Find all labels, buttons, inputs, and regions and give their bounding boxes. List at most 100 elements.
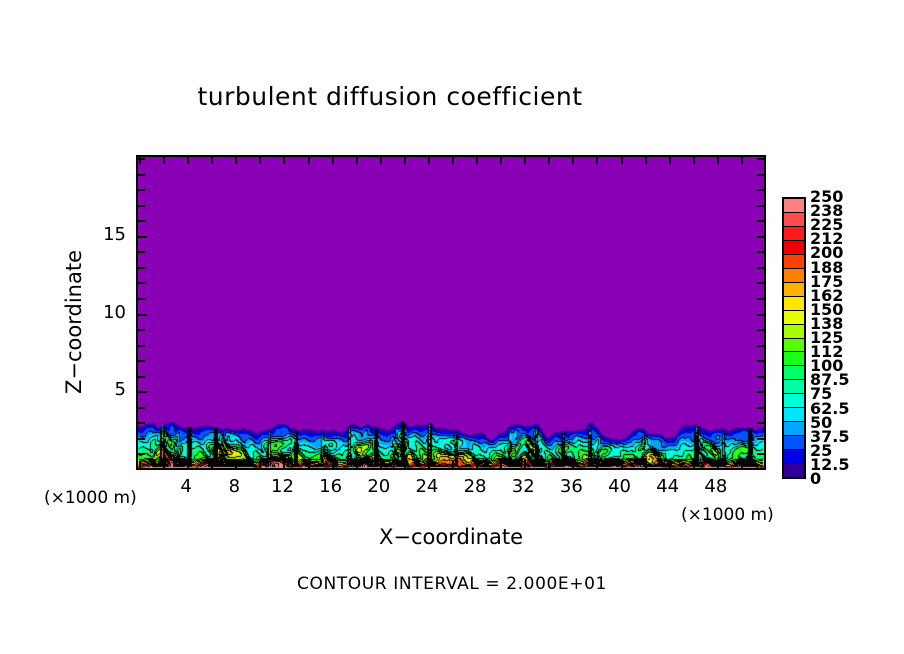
y-axis-tick: [138, 204, 145, 207]
x-axis-tick: [259, 461, 262, 468]
colorbar-tick-label: 200: [810, 243, 844, 263]
x-axis-tick: [355, 157, 358, 164]
y-axis-tick: [757, 189, 764, 192]
x-axis-tick: [331, 459, 334, 468]
x-tick-label: 32: [511, 476, 535, 497]
x-tick-label: 44: [656, 476, 680, 497]
colorbar-band: [784, 408, 804, 423]
x-axis-tick: [548, 461, 551, 468]
x-axis-tick: [163, 157, 166, 164]
x-axis-tick: [259, 157, 262, 164]
colorbar-tick-label: 125: [810, 328, 844, 347]
y-axis-tick: [757, 469, 764, 470]
x-axis-tick: [476, 459, 479, 468]
x-axis-tick: [644, 461, 647, 468]
colorbar-band: [784, 450, 804, 465]
x-axis-tick: [500, 461, 503, 468]
colorbar-tick-label: 212: [810, 229, 844, 249]
y-axis-tick: [757, 375, 764, 378]
x-axis-tick: [765, 157, 766, 164]
y-axis-tick: [138, 375, 145, 378]
y-axis-title: Z−coordinate: [62, 250, 86, 394]
y-axis-tick: [757, 329, 764, 332]
y-axis-tick: [138, 282, 145, 285]
x-axis-tick: [572, 157, 575, 164]
y-tick-label: 5: [114, 379, 126, 401]
y-axis-tick: [757, 220, 764, 223]
y-tick-label: 10: [103, 301, 126, 323]
y-axis-tick: [757, 453, 764, 456]
x-axis-tick: [668, 157, 671, 164]
y-axis-tick: [138, 220, 145, 223]
y-axis-tick: [138, 437, 145, 440]
x-axis-tick: [211, 157, 214, 164]
colorbar-band: [784, 352, 804, 367]
x-axis-tick: [692, 157, 695, 164]
x-axis-tick: [476, 157, 479, 164]
y-axis-tick: [138, 235, 147, 238]
y-axis-tick: [757, 437, 764, 440]
y-axis-tick: [138, 297, 145, 300]
x-axis-tick: [596, 461, 599, 468]
x-axis-tick: [403, 461, 406, 468]
colorbar-tick-label: 188: [810, 257, 844, 277]
x-axis-tick: [235, 459, 238, 468]
y-axis-tick: [138, 189, 145, 192]
x-axis-tick: [283, 459, 286, 468]
colorbar-band: [784, 436, 804, 451]
colorbar-band: [784, 296, 804, 311]
x-axis-tick: [668, 459, 671, 468]
x-axis-tick: [427, 157, 430, 164]
x-axis-tick: [765, 461, 766, 468]
colorbar-tick-label: 138: [810, 313, 844, 333]
page-title: turbulent diffusion coefficient: [197, 82, 583, 111]
colorbar-tick-label: 100: [810, 356, 844, 376]
colorbar-tick-label: 238: [810, 201, 844, 221]
x-axis-tick: [500, 157, 503, 164]
y-axis-tick: [757, 391, 764, 394]
y-axis-tick: [138, 313, 147, 316]
colorbar-tick-label: 25: [810, 440, 833, 460]
y-axis-tick: [138, 422, 145, 425]
x-axis-tick: [740, 157, 743, 164]
x-axis-tick: [524, 459, 527, 468]
colorbar-tick-label: 87.5: [810, 370, 850, 390]
y-axis-tick: [138, 453, 145, 456]
x-tick-label: 20: [367, 476, 391, 497]
x-axis-tick: [139, 461, 141, 468]
colorbar-tick-label: 112: [810, 342, 844, 362]
turbulence-field-canvas: [138, 157, 764, 468]
x-axis-tick: [524, 157, 527, 164]
y-axis-tick: [757, 297, 764, 300]
colorbar-tick-label: 75: [810, 384, 833, 404]
colorbar-band: [784, 226, 804, 241]
x-axis-tick: [379, 157, 382, 164]
colorbar: [782, 197, 806, 479]
x-axis-tick: [716, 459, 719, 468]
x-tick-label: 36: [559, 476, 583, 497]
x-axis-tick: [307, 461, 310, 468]
y-axis-tick: [757, 406, 764, 409]
colorbar-band: [784, 338, 804, 353]
x-axis-tick: [187, 157, 190, 164]
contour-plot-area: [136, 155, 766, 470]
y-axis-tick: [757, 204, 764, 207]
colorbar-tick-label: 12.5: [810, 454, 850, 474]
x-axis-tick: [596, 157, 599, 164]
y-axis-tick: [757, 360, 764, 363]
x-axis-tick: [620, 157, 623, 164]
colorbar-tick-label: 62.5: [810, 398, 850, 418]
y-axis-tick: [757, 173, 764, 176]
y-axis-tick: [138, 406, 145, 409]
colorbar-band: [784, 254, 804, 269]
x-tick-label: 24: [415, 476, 439, 497]
colorbar-band: [784, 366, 804, 381]
colorbar-tick-label: 0: [810, 469, 822, 488]
y-axis-tick: [138, 360, 145, 363]
colorbar-band: [784, 240, 804, 255]
x-axis-tick: [211, 461, 214, 468]
x-axis-tick: [379, 459, 382, 468]
x-tick-label: 16: [319, 476, 343, 497]
colorbar-band: [784, 199, 804, 213]
colorbar-band: [784, 380, 804, 395]
